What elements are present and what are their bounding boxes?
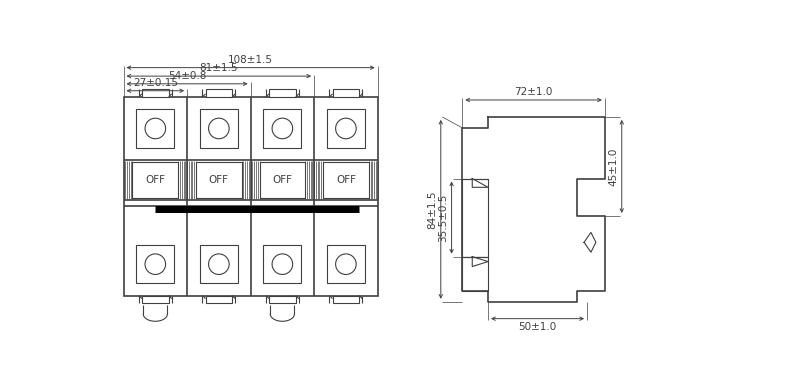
Bar (462, 179, 488, 257)
Bar (136, 245, 174, 283)
Bar (263, 245, 302, 283)
Text: 84±1.5: 84±1.5 (428, 190, 438, 228)
Bar (269, 89, 296, 97)
Bar (327, 245, 365, 283)
Text: OFF: OFF (272, 175, 292, 185)
Text: OFF: OFF (146, 175, 166, 185)
Text: 45±1.0: 45±1.0 (609, 147, 618, 185)
Text: OFF: OFF (209, 175, 229, 185)
Bar (142, 89, 169, 97)
Text: 108±1.5: 108±1.5 (228, 55, 273, 65)
Text: 72±1.0: 72±1.0 (514, 87, 553, 97)
Bar (200, 245, 238, 283)
Bar (333, 296, 359, 303)
Bar (136, 109, 174, 147)
Text: 50±1.0: 50±1.0 (518, 322, 557, 332)
Bar (323, 162, 369, 198)
Text: 81±1.5: 81±1.5 (199, 63, 238, 73)
Text: 54±0.8: 54±0.8 (168, 71, 206, 81)
Bar (333, 89, 359, 97)
Bar (133, 162, 178, 198)
Bar (259, 162, 306, 198)
Bar (200, 109, 238, 147)
Bar (123, 97, 378, 296)
Bar (196, 162, 242, 198)
Text: OFF: OFF (336, 175, 356, 185)
Bar (263, 109, 302, 147)
Bar (206, 89, 232, 97)
Text: 27±0.15: 27±0.15 (133, 78, 178, 88)
Bar (206, 296, 232, 303)
Bar (269, 296, 296, 303)
Bar (142, 296, 169, 303)
Bar (327, 109, 365, 147)
Text: 35.5±0.5: 35.5±0.5 (438, 194, 449, 242)
Bar (462, 257, 488, 291)
